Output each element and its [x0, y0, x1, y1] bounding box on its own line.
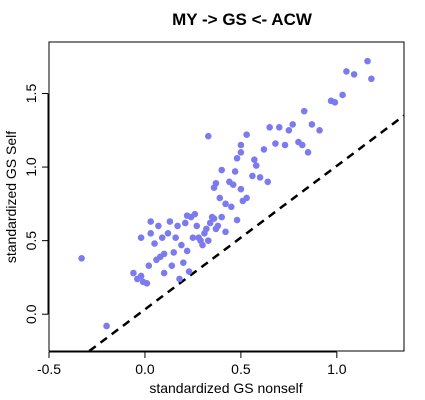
chart-title: MY -> GS <- ACW [172, 10, 313, 29]
data-point [289, 121, 297, 128]
data-point [256, 174, 264, 181]
data-point [203, 225, 210, 233]
data-point [180, 259, 187, 267]
data-point [249, 172, 256, 180]
data-point [191, 210, 199, 218]
x-axis-label: standardized GS nonself [149, 380, 302, 396]
data-point [222, 200, 229, 208]
data-point [316, 126, 323, 134]
data-point [158, 234, 166, 241]
y-axis-label: standardized GS Self [3, 131, 19, 263]
data-point [185, 268, 193, 275]
data-point [308, 121, 316, 128]
data-point [298, 141, 306, 149]
data-point [218, 166, 226, 174]
data-point [304, 149, 312, 156]
data-point [243, 194, 250, 202]
data-point [178, 241, 185, 249]
y-axis: 0.0 0.5 1.0 1.5 [23, 84, 49, 324]
data-point [229, 181, 237, 189]
data-point [264, 178, 272, 186]
data-point [164, 229, 172, 237]
data-point [218, 213, 226, 221]
data-point [130, 269, 137, 277]
reference-line-layer [88, 114, 405, 353]
data-point [172, 234, 179, 241]
data-point [266, 124, 273, 131]
data-point [78, 254, 85, 262]
data-point [193, 222, 201, 230]
x-tick-label: 0.5 [231, 361, 251, 377]
data-point [237, 185, 245, 193]
x-tick-label: 0.0 [135, 361, 155, 377]
y-tick-label: 0.5 [23, 231, 39, 251]
data-point [260, 146, 268, 153]
data-point [350, 71, 358, 78]
data-point [147, 229, 155, 237]
data-point [174, 222, 181, 230]
data-point [212, 179, 220, 187]
data-point [160, 250, 168, 258]
data-point [237, 149, 245, 156]
data-point [176, 275, 183, 283]
data-point [143, 280, 151, 287]
x-axis: -0.5 0.0 0.5 1.0 [37, 351, 347, 377]
data-point [206, 219, 214, 227]
points-layer [78, 57, 375, 330]
data-point [222, 228, 229, 236]
data-point [275, 124, 283, 131]
data-point [183, 247, 191, 255]
data-point [233, 216, 241, 224]
data-point [343, 68, 350, 75]
data-point [251, 156, 258, 164]
data-point [160, 269, 168, 277]
data-point [243, 131, 250, 138]
data-point [364, 57, 371, 65]
data-point [137, 272, 145, 280]
data-point [339, 91, 346, 99]
y-tick-label: 0.0 [23, 304, 39, 324]
data-point [155, 222, 162, 230]
data-point [368, 75, 375, 83]
data-point [168, 262, 176, 269]
data-point [331, 99, 339, 106]
data-point [214, 222, 222, 230]
data-point [281, 141, 289, 149]
data-point [151, 240, 158, 247]
data-point [285, 126, 293, 134]
data-point [181, 219, 189, 227]
x-tick-label: 1.0 [327, 361, 347, 377]
y-tick-label: 1.0 [23, 157, 39, 177]
data-point [166, 218, 174, 225]
data-point [252, 162, 260, 169]
x-tick-label: -0.5 [37, 361, 61, 377]
y-tick-label: 1.5 [23, 84, 39, 104]
reference-line [88, 114, 405, 353]
data-point [216, 194, 224, 202]
data-point [204, 237, 212, 244]
data-point [300, 107, 308, 115]
data-point [189, 234, 197, 241]
data-point [272, 140, 279, 147]
data-point [103, 322, 110, 330]
data-point [145, 262, 153, 269]
plot-frame [48, 41, 405, 352]
data-point [231, 168, 239, 175]
data-point [210, 215, 218, 222]
data-point [237, 141, 245, 149]
data-point [147, 218, 155, 225]
data-point [204, 132, 212, 140]
data-point [233, 154, 241, 162]
data-point [227, 203, 235, 211]
data-point [170, 249, 178, 256]
data-point [199, 241, 206, 249]
data-point [137, 234, 145, 241]
